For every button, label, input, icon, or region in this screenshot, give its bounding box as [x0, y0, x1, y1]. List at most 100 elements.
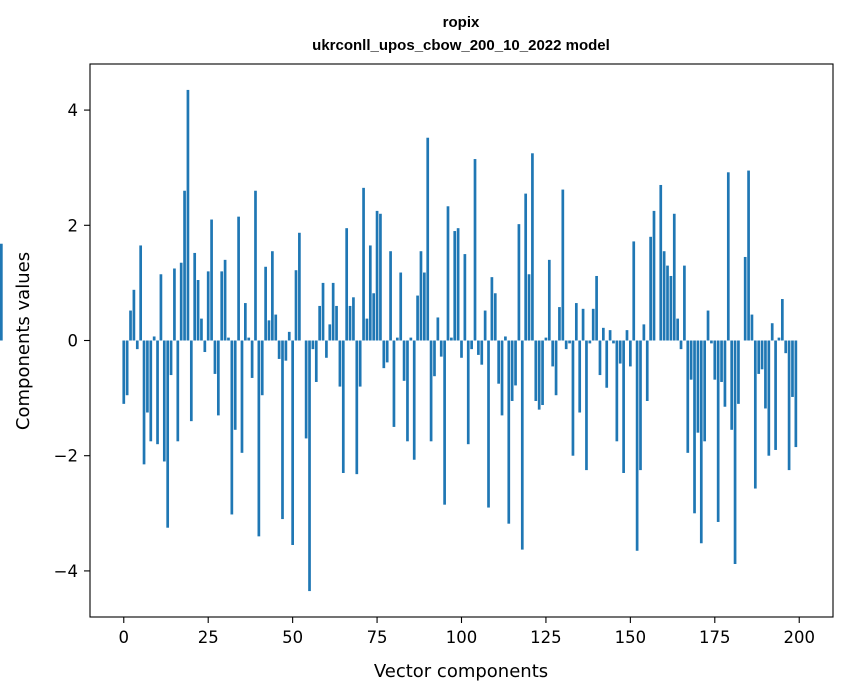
bar	[389, 251, 392, 341]
bar	[267, 320, 271, 341]
bar	[200, 318, 203, 341]
bar	[358, 340, 362, 387]
bar	[152, 336, 156, 341]
bar	[480, 340, 484, 365]
bar	[335, 305, 338, 341]
bar	[348, 305, 352, 341]
bar	[703, 340, 707, 442]
y-tick-label: −2	[54, 447, 78, 466]
bar	[753, 340, 757, 489]
bar	[412, 340, 416, 460]
bar	[659, 184, 663, 341]
x-tick-label: 75	[367, 628, 388, 647]
bar	[574, 303, 578, 341]
bar	[325, 340, 328, 358]
bar	[514, 340, 517, 386]
bar	[500, 340, 504, 416]
bar	[679, 340, 683, 350]
bar	[233, 340, 237, 430]
bar	[591, 308, 595, 341]
bar	[419, 251, 423, 341]
x-tick-label: 125	[530, 628, 562, 647]
bar	[345, 228, 349, 341]
y-axis-label: Components values	[13, 252, 34, 430]
bar	[794, 340, 798, 448]
bar	[517, 224, 521, 341]
bar	[490, 277, 494, 341]
bar	[652, 210, 656, 341]
bar	[311, 340, 315, 350]
bar	[683, 265, 686, 341]
bar	[446, 206, 450, 341]
chart-subtitle: ukrconll_upos_cbow_200_10_2022 model	[312, 37, 610, 54]
bar	[629, 340, 632, 367]
y-tick-label: 2	[68, 216, 79, 235]
bar	[426, 137, 430, 341]
bar	[541, 340, 544, 406]
bar	[774, 340, 777, 450]
bar	[618, 340, 622, 364]
bar	[433, 340, 436, 377]
bar	[456, 228, 460, 341]
bar	[483, 310, 487, 341]
bar	[608, 330, 612, 341]
bar	[196, 280, 200, 341]
bar	[355, 340, 359, 475]
bar	[716, 340, 720, 522]
bar	[493, 293, 497, 341]
bar	[308, 340, 311, 592]
bar	[649, 236, 652, 341]
bar	[0, 243, 3, 341]
bar	[743, 256, 747, 341]
bar	[487, 340, 490, 508]
y-tick-label: 0	[68, 332, 79, 351]
bar	[750, 314, 754, 341]
bar	[250, 340, 254, 378]
bar	[639, 340, 642, 471]
bar	[601, 327, 605, 341]
bar	[125, 340, 129, 396]
bar	[132, 289, 136, 341]
bar	[710, 340, 713, 344]
x-tick-label: 50	[282, 628, 303, 647]
bar	[605, 340, 609, 388]
bar	[203, 340, 207, 353]
bar	[784, 340, 788, 354]
bar	[402, 340, 406, 381]
bar	[169, 340, 173, 376]
bar	[213, 340, 217, 374]
bar	[372, 293, 376, 341]
bar	[568, 340, 571, 344]
bar	[595, 275, 598, 341]
bar	[450, 337, 453, 341]
bar	[362, 187, 365, 341]
bar	[720, 340, 723, 382]
x-tick-label: 200	[783, 628, 815, 647]
bar	[693, 340, 696, 514]
bar	[669, 275, 673, 341]
bar	[642, 324, 646, 341]
bar	[466, 340, 470, 445]
bar	[666, 265, 669, 341]
bar	[612, 340, 615, 344]
bar	[193, 252, 197, 341]
bar	[223, 259, 227, 341]
bar	[787, 340, 791, 471]
bar	[777, 337, 781, 341]
bar	[291, 340, 294, 545]
bar	[244, 303, 247, 341]
bar-series	[0, 89, 798, 592]
bar	[352, 297, 355, 341]
bar	[757, 340, 761, 374]
bar	[747, 170, 750, 341]
bar	[537, 340, 541, 410]
bar	[635, 340, 639, 551]
bar	[277, 340, 281, 359]
bar	[767, 340, 771, 456]
bar	[298, 232, 301, 341]
bar	[274, 314, 278, 341]
bar	[368, 245, 372, 341]
bar	[240, 340, 244, 453]
bar	[284, 340, 288, 361]
